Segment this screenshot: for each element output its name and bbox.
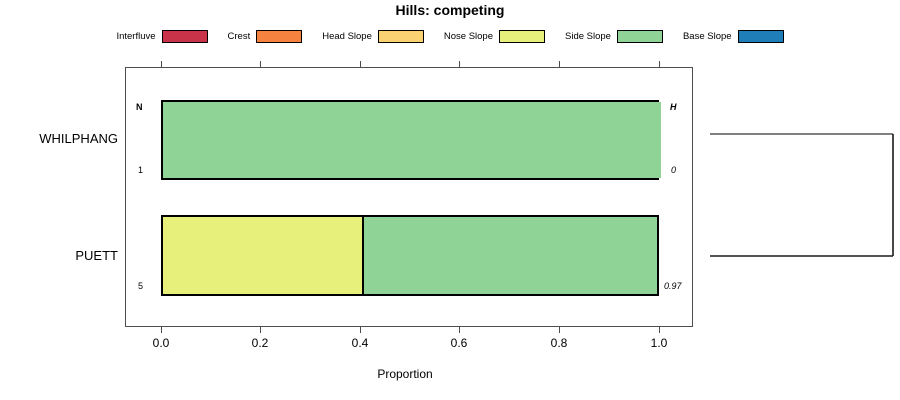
x-tick [659,327,660,333]
x-axis-label: Proportion [377,367,433,381]
x-tick-label: 0.4 [351,336,369,350]
h-header-whilphang: H [670,102,677,112]
top-tick [659,61,660,67]
n-value-puett: 5 [138,281,144,291]
bar-puett[interactable] [161,215,659,296]
legend-swatch-nose-slope [499,29,545,43]
top-tick [360,61,361,67]
legend-swatch-crest [256,29,303,43]
bar-segment-nose-slope[interactable] [163,217,362,294]
legend-swatch-side-slope [616,29,663,43]
legend-label: Head Slope [322,30,372,42]
row-label-whilphang: WHILPHANG [39,131,118,146]
top-tick [260,61,261,67]
h-value-whilphang: 0 [671,165,677,175]
x-tick [559,327,560,333]
legend-label: Side Slope [565,30,611,42]
chart-title: Hills: competing [395,2,505,18]
bar-whilphang[interactable] [161,100,661,180]
top-tick [559,61,560,67]
x-tick [260,327,261,333]
top-tick [161,61,162,67]
x-tick-label: 0.0 [152,336,170,350]
legend-item[interactable]: Head Slope [322,29,424,43]
legend-label: Crest [227,30,251,42]
x-tick [161,327,162,333]
bar-segment-side-slope[interactable] [163,102,661,178]
row-label-puett: PUETT [75,248,118,263]
chart-legend: Interfluve Crest Head Slope Nose Slope S… [0,27,900,45]
legend-label: Nose Slope [443,30,493,42]
x-tick-label: 1.0 [650,336,668,350]
legend-swatch-base-slope [737,29,784,43]
legend-swatch-interfluve [161,29,208,43]
legend-label: Base Slope [682,30,732,42]
legend-item[interactable]: Side Slope [565,29,663,43]
bar-segment-side-slope[interactable] [362,217,657,294]
x-tick-label: 0.2 [251,336,269,350]
legend-item[interactable]: Crest [227,29,303,43]
x-tick [360,327,361,333]
n-value-whilphang: 1 [138,165,144,175]
legend-swatch-head-slope [377,29,424,43]
legend-label: Interfluve [116,30,156,42]
top-tick [459,61,460,67]
x-tick [459,327,460,333]
legend-item[interactable]: Nose Slope [443,29,545,43]
x-tick-label: 0.8 [550,336,568,350]
x-tick-label: 0.6 [450,336,468,350]
h-value-puett: 0.97 [664,281,682,291]
legend-item[interactable]: Base Slope [682,29,784,43]
legend-item[interactable]: Interfluve [116,29,208,43]
dendrogram [700,60,900,320]
n-header-whilphang: N [136,102,143,112]
